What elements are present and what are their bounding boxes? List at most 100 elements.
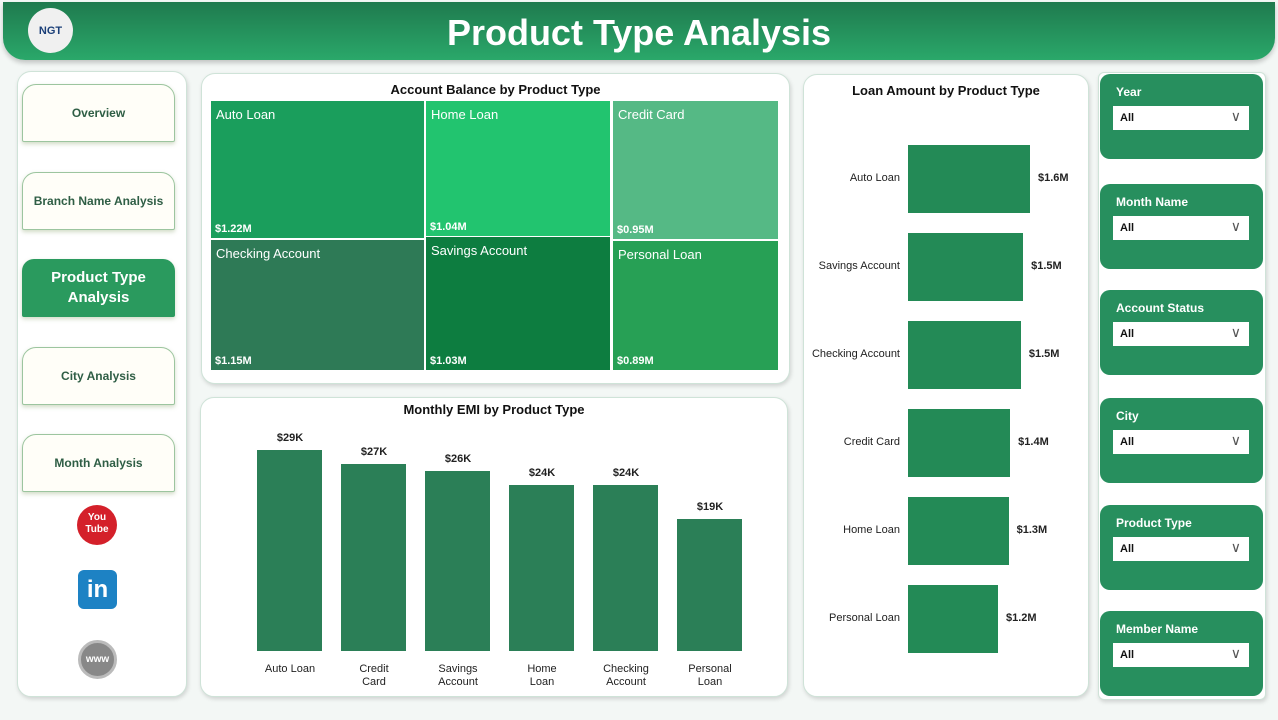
chevron-down-icon: ∨ (1230, 645, 1241, 661)
treemap-cell[interactable]: Personal Loan $0.89M (613, 241, 778, 370)
loan-data-label: $1.2M (1005, 612, 1037, 624)
treemap-cell-value: $1.04M (430, 221, 467, 233)
loan-y-label: Checking Account (811, 348, 900, 360)
filter-label: Account Status (1116, 301, 1205, 315)
emi-x-label: Checking Account (603, 663, 649, 688)
filter-value: All (1120, 112, 1135, 124)
emi-data-label: $24K (528, 466, 556, 479)
emi-x-label: Savings Account (438, 663, 478, 688)
emi-bar[interactable] (257, 450, 322, 651)
emi-x-label: Personal Loan (688, 663, 732, 688)
emi-bar[interactable] (509, 484, 574, 651)
filter-label: City (1116, 409, 1139, 423)
filter-value: All (1120, 543, 1135, 555)
filter-value: All (1120, 222, 1135, 234)
filter-card-city: City All ∨ (1100, 398, 1263, 483)
emi-bar[interactable] (425, 470, 490, 651)
filter-card-account-status: Account Status All ∨ (1100, 290, 1263, 375)
treemap-cell-value: $1.22M (215, 223, 252, 235)
emi-data-label: $24K (612, 466, 640, 479)
treemap-cell[interactable]: Credit Card $0.95M (613, 101, 778, 239)
treemap-cell-name: Personal Loan (618, 247, 702, 262)
filter-card-year: Year All ∨ (1100, 74, 1263, 159)
emi-x-label: Auto Loan (264, 663, 316, 675)
emi-bar[interactable] (593, 484, 658, 651)
loan-bar[interactable] (908, 409, 1011, 477)
loan-data-label: $1.5M (1031, 260, 1062, 272)
chevron-down-icon: ∨ (1230, 432, 1241, 448)
filter-card-member-name: Member Name All ∨ (1100, 611, 1263, 696)
emi-x-label: Home Loan (527, 663, 557, 688)
chart-title: Loan Amount by Product Type (852, 83, 1040, 98)
filter-dropdown[interactable]: All ∨ (1113, 322, 1249, 346)
loan-bar[interactable] (908, 233, 1024, 301)
treemap: Auto Loan $1.22M Home Loan $1.04M Credit Car… (211, 101, 778, 370)
loan-data-label: $1.6M (1038, 172, 1069, 184)
linkedin-icon[interactable]: in (78, 570, 117, 609)
loan-y-label: Credit Card (843, 436, 900, 448)
nav-branch-name-analysis[interactable]: Branch Name Analysis (22, 172, 175, 230)
filter-value: All (1120, 436, 1135, 448)
filters-panel (1098, 72, 1266, 700)
chevron-down-icon: ∨ (1230, 324, 1241, 340)
www-icon[interactable]: www (78, 640, 117, 679)
treemap-cell-name: Credit Card (618, 107, 685, 122)
nav-product-type-analysis[interactable]: Product Type Analysis (22, 259, 175, 317)
filter-card-month-name: Month Name All ∨ (1100, 184, 1263, 269)
nav-city-analysis[interactable]: City Analysis (22, 347, 175, 405)
page-title: Product Type Analysis (446, 12, 832, 53)
treemap-cell-name: Auto Loan (216, 107, 276, 122)
loan-bar[interactable] (908, 497, 1009, 565)
filter-label: Product Type (1116, 516, 1192, 530)
treemap-cell-name: Checking Account (216, 246, 321, 261)
treemap-cell[interactable]: Savings Account $1.03M (426, 237, 610, 370)
chart-title: Monthly EMI by Product Type (403, 402, 585, 417)
loan-bar[interactable] (908, 321, 1021, 389)
emi-data-label: $29K (276, 432, 304, 444)
treemap-cell-value: $1.15M (215, 355, 252, 367)
filter-label: Year (1116, 85, 1142, 99)
loan-bar[interactable] (908, 145, 1030, 213)
treemap-cell[interactable]: Auto Loan $1.22M (211, 101, 424, 238)
treemap-cell-name: Savings Account (431, 243, 528, 258)
emi-x-label: Credit Card (359, 663, 389, 688)
chevron-down-icon: ∨ (1230, 539, 1241, 555)
filter-value: All (1120, 649, 1135, 661)
filter-card-product-type: Product Type All ∨ (1100, 505, 1263, 590)
emi-data-label: $27K (360, 445, 388, 458)
emi-bar[interactable] (677, 519, 742, 651)
header-bar: NGT Product Type Analysis (3, 2, 1275, 60)
filter-label: Month Name (1116, 195, 1188, 209)
chevron-down-icon: ∨ (1230, 108, 1241, 124)
nav-month-analysis[interactable]: Month Analysis (22, 434, 175, 492)
loan-data-label: $1.4M (1018, 436, 1049, 448)
chevron-down-icon: ∨ (1230, 218, 1241, 234)
filter-dropdown[interactable]: All ∨ (1113, 106, 1249, 130)
filter-label: Member Name (1116, 622, 1199, 636)
youtube-icon[interactable]: You Tube (77, 505, 117, 545)
emi-bar[interactable] (341, 463, 406, 651)
treemap-cell[interactable]: Checking Account $1.15M (211, 240, 424, 370)
loan-y-label: Savings Account (818, 260, 900, 272)
loan-y-label: Personal Loan (829, 612, 900, 624)
treemap-cell[interactable]: Home Loan $1.04M (426, 101, 610, 236)
treemap-cell-value: $1.03M (430, 355, 467, 367)
filter-dropdown[interactable]: All ∨ (1113, 537, 1249, 561)
emi-data-label: $19K (696, 501, 724, 514)
loan-y-label: Auto Loan (849, 172, 900, 184)
filter-dropdown[interactable]: All ∨ (1113, 643, 1249, 667)
nav-overview[interactable]: Overview (22, 84, 175, 142)
filter-value: All (1120, 328, 1135, 340)
filter-dropdown[interactable]: All ∨ (1113, 216, 1249, 240)
emi-data-label: $26K (444, 452, 472, 465)
loan-data-label: $1.5M (1028, 348, 1060, 360)
treemap-cell-value: $0.89M (617, 355, 654, 367)
filter-dropdown[interactable]: All ∨ (1113, 430, 1249, 454)
treemap-cell-value: $0.95M (617, 224, 654, 236)
loan-y-label: Home Loan (843, 524, 900, 536)
treemap-cell-name: Home Loan (431, 107, 499, 122)
chart-title: Account Balance by Product Type (390, 82, 601, 97)
loan-data-label: $1.3M (1016, 524, 1048, 536)
company-logo: NGT (28, 8, 73, 53)
loan-bar[interactable] (908, 585, 998, 653)
